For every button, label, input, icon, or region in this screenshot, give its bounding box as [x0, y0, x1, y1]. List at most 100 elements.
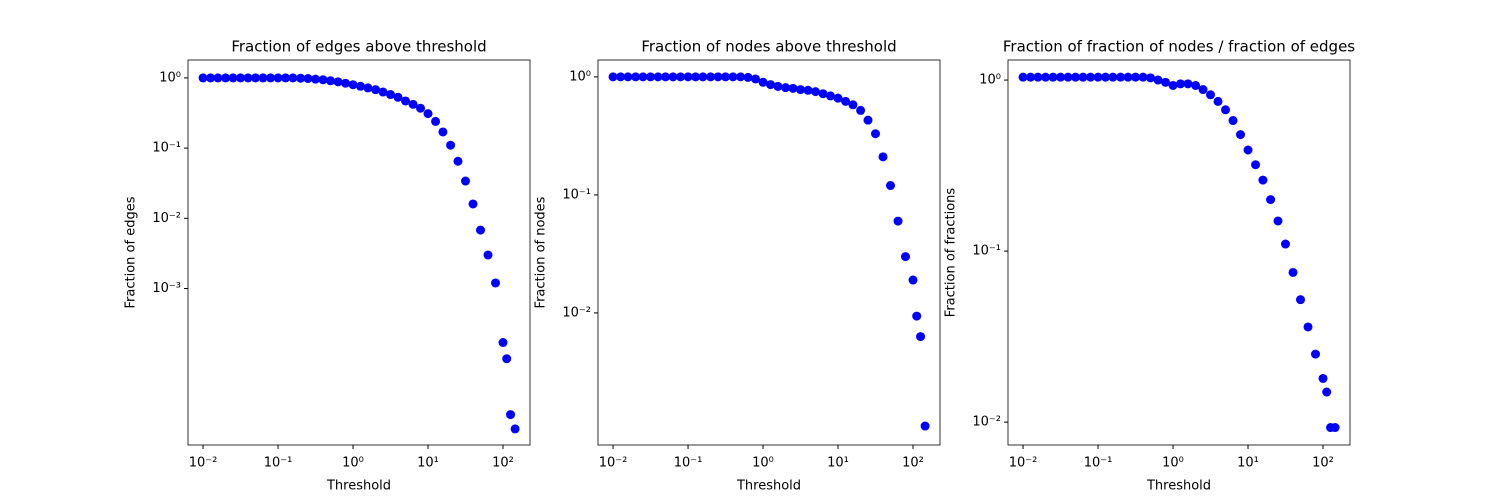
point	[1161, 77, 1171, 87]
point	[1311, 349, 1321, 359]
point	[698, 72, 708, 82]
point	[623, 72, 633, 82]
point	[1221, 105, 1231, 115]
point	[431, 116, 441, 126]
point	[758, 77, 768, 87]
y-tick-label: 10⁻¹	[972, 244, 1001, 259]
point	[198, 73, 208, 83]
x-tick-label: 10²	[492, 456, 514, 471]
point	[251, 73, 261, 83]
point	[676, 72, 686, 82]
y-tick-label: 10⁻¹	[152, 141, 181, 156]
point	[1258, 175, 1268, 185]
point	[653, 72, 663, 82]
point	[1280, 239, 1290, 249]
point	[1026, 72, 1036, 82]
point	[1153, 75, 1163, 85]
point	[408, 99, 418, 109]
point	[1108, 72, 1118, 82]
y-tick-label: 10⁻³	[152, 281, 181, 296]
x-tick-label: 10²	[902, 456, 924, 471]
point	[751, 74, 761, 84]
x-tick-label: 10⁰	[342, 456, 364, 471]
point	[736, 72, 746, 82]
y-tick-label: 10⁻²	[152, 211, 181, 226]
x-tick-label: 10⁻¹	[674, 456, 703, 471]
x-tick-label: 10¹	[417, 456, 439, 471]
point	[1018, 72, 1028, 82]
point	[1056, 72, 1066, 82]
point	[743, 72, 753, 82]
point	[788, 83, 798, 93]
point	[258, 73, 268, 83]
point	[1146, 73, 1156, 83]
point	[401, 96, 411, 106]
point	[453, 156, 463, 166]
x-tick-label: 10⁻²	[189, 456, 218, 471]
point	[920, 421, 930, 431]
point	[908, 275, 918, 285]
y-tick-label: 10⁰	[569, 69, 591, 84]
point	[893, 216, 903, 226]
point	[468, 199, 478, 209]
y-tick-label: 10⁻¹	[562, 187, 591, 202]
point	[870, 129, 880, 139]
x-tick-label: 10¹	[827, 456, 849, 471]
point	[476, 225, 486, 235]
point	[833, 93, 843, 103]
point	[1086, 72, 1096, 82]
point	[356, 81, 366, 91]
point	[393, 92, 403, 102]
x-tick-label: 10⁻¹	[1084, 456, 1113, 471]
y-axis-label: Fraction of edges	[124, 196, 139, 308]
point	[616, 72, 626, 82]
point	[1288, 267, 1298, 277]
plot-frame	[597, 59, 941, 446]
point	[303, 74, 313, 84]
point	[221, 73, 231, 83]
point	[848, 100, 858, 110]
point	[668, 72, 678, 82]
point	[296, 73, 306, 83]
point	[498, 338, 508, 348]
point	[1093, 72, 1103, 82]
x-axis-label: Threshold	[736, 479, 801, 494]
chart-title: Fraction of edges above threshold	[231, 38, 486, 56]
point	[1198, 85, 1208, 95]
point	[1228, 116, 1238, 126]
point	[446, 140, 456, 150]
point	[1116, 72, 1126, 82]
plot-frame	[1007, 59, 1351, 446]
point	[1191, 80, 1201, 90]
point	[863, 115, 873, 125]
point	[1131, 72, 1141, 82]
point	[912, 311, 922, 321]
point	[1296, 295, 1306, 305]
point	[781, 83, 791, 93]
point	[236, 73, 246, 83]
point	[1322, 387, 1332, 397]
point	[803, 85, 813, 95]
point	[1273, 216, 1283, 226]
point	[826, 91, 836, 101]
point	[510, 424, 520, 434]
point	[311, 74, 321, 84]
y-axis-label: Fraction of nodes	[534, 196, 549, 308]
x-tick-label: 10⁻²	[599, 456, 628, 471]
point	[728, 72, 738, 82]
point	[661, 72, 671, 82]
point	[213, 73, 223, 83]
x-axis-label: Threshold	[1146, 479, 1211, 494]
point	[1213, 96, 1223, 106]
x-tick-label: 10⁻²	[1009, 456, 1038, 471]
point	[1071, 72, 1081, 82]
point	[721, 72, 731, 82]
y-tick-label: 10⁰	[159, 70, 181, 85]
point	[333, 77, 343, 87]
point	[326, 76, 336, 86]
x-axis-label: Threshold	[326, 479, 391, 494]
point	[901, 252, 911, 262]
point	[1318, 373, 1328, 383]
point	[766, 80, 776, 90]
point	[1183, 79, 1193, 89]
